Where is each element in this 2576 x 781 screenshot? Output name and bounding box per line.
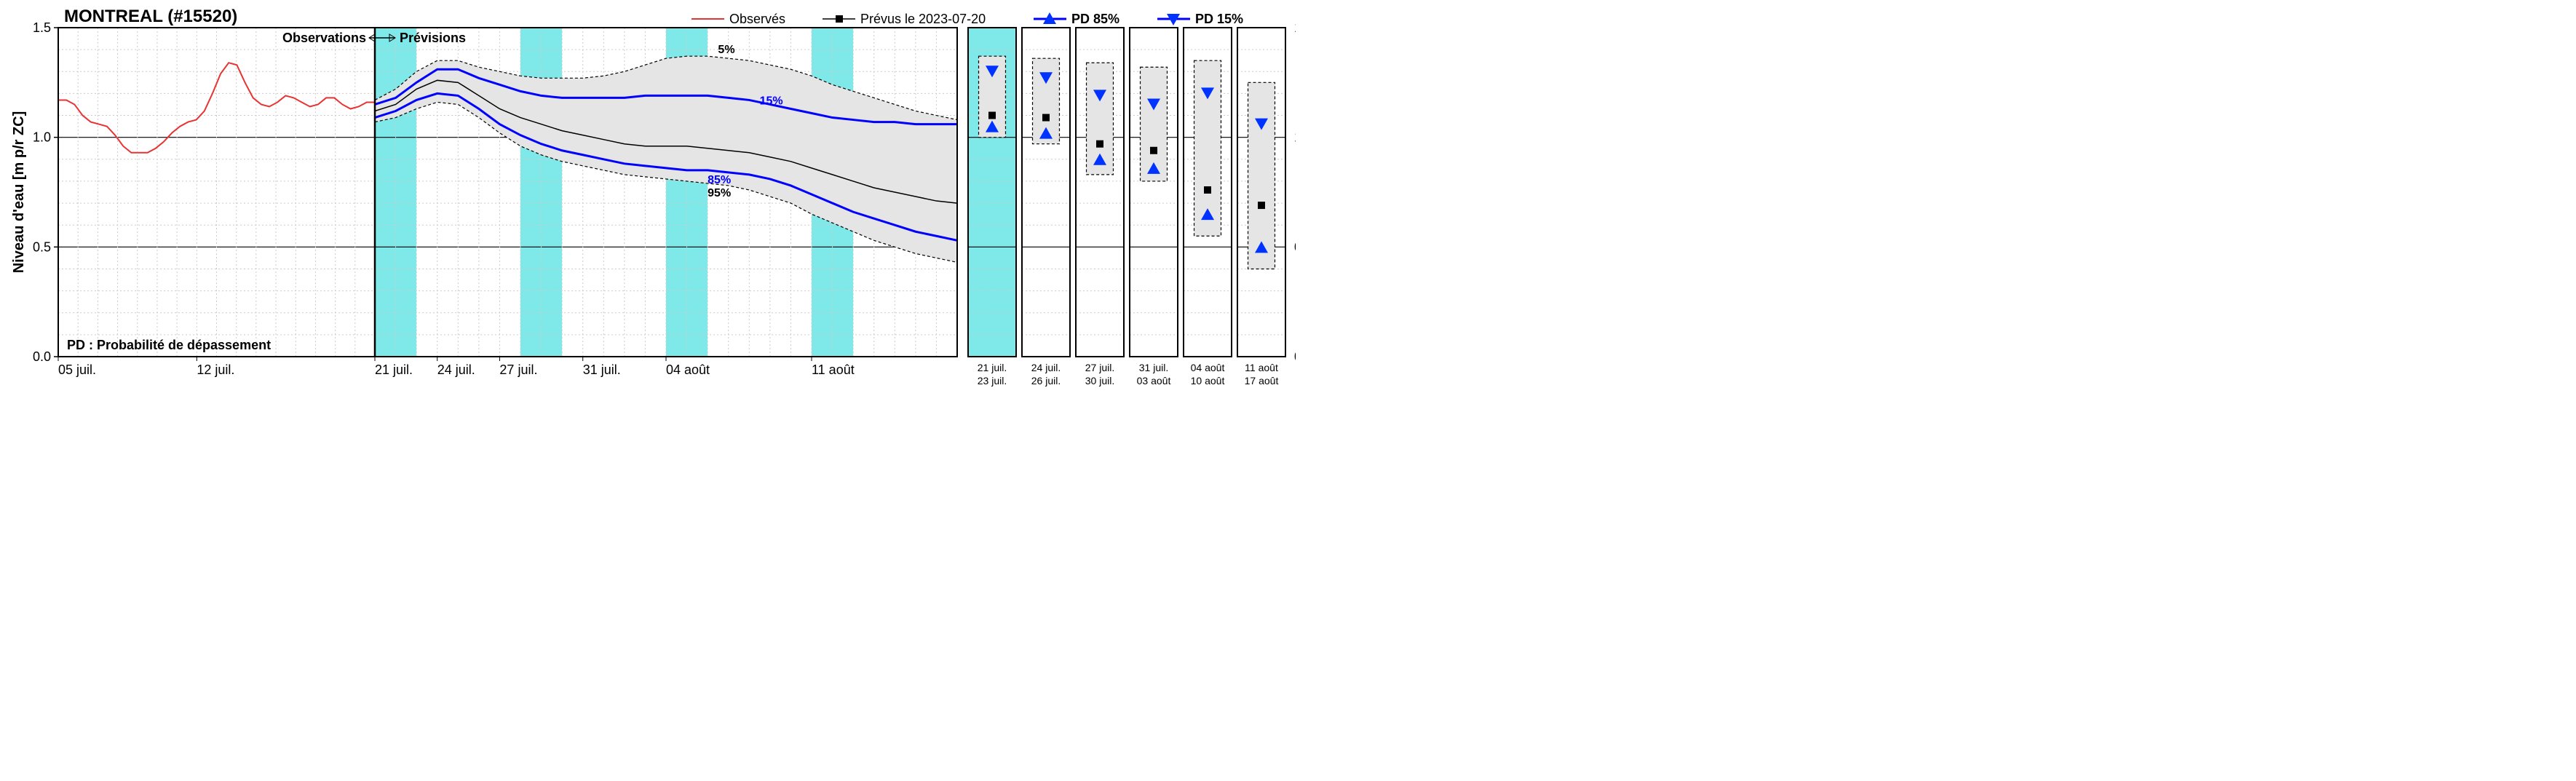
- side-label-top: 11 août: [1245, 362, 1278, 373]
- side-band: [1248, 82, 1275, 269]
- side-label-top: 21 juil.: [978, 362, 1007, 373]
- p5-label: 5%: [718, 44, 734, 56]
- ytick-right-label: 1.5: [1294, 20, 1296, 35]
- legend-forecast-marker: [836, 15, 843, 23]
- xtick-label: 24 juil.: [437, 362, 475, 377]
- side-label-bot: 23 juil.: [978, 375, 1007, 386]
- ytick-label: 1.0: [33, 130, 51, 145]
- side-label-bot: 17 août: [1245, 375, 1279, 386]
- side-p50-marker: [1096, 140, 1103, 148]
- legend-pd15-label: PD 15%: [1195, 12, 1243, 26]
- side-label-bot: 10 août: [1191, 375, 1225, 386]
- side-label-bot: 26 juil.: [1031, 375, 1061, 386]
- ytick-right-label: 1.0: [1294, 130, 1296, 145]
- legend-forecast-label: Prévus le 2023-07-20: [860, 12, 986, 26]
- xtick-label: 04 août: [666, 362, 710, 377]
- side-label-top: 04 août: [1191, 362, 1225, 373]
- legend-pd85-label: PD 85%: [1071, 12, 1119, 26]
- p85-label: 85%: [708, 174, 731, 186]
- xtick-label: 05 juil.: [58, 362, 96, 377]
- xtick-label: 11 août: [812, 362, 855, 377]
- xtick-label: 27 juil.: [499, 362, 537, 377]
- legend-observed-label: Observés: [729, 12, 785, 26]
- previsions-label: Prévisions: [400, 31, 466, 45]
- ytick-label: 0.0: [33, 349, 51, 364]
- side-label-bot: 03 août: [1137, 375, 1171, 386]
- ytick-label: 1.5: [33, 20, 51, 35]
- ytick-label: 0.5: [33, 239, 51, 254]
- observations-label: Observations: [282, 31, 366, 45]
- y-axis-label: Niveau d'eau [m p/r ZC]: [11, 111, 27, 274]
- chart-title: MONTREAL (#15520): [64, 7, 237, 26]
- side-p50-marker: [1150, 147, 1157, 154]
- xtick-label: 31 juil.: [583, 362, 621, 377]
- p95-label: 95%: [708, 187, 731, 199]
- side-p50-marker: [1258, 202, 1265, 209]
- side-label-bot: 30 juil.: [1085, 375, 1114, 386]
- side-label-top: 27 juil.: [1085, 362, 1114, 373]
- ytick-right-label: 0.0: [1294, 349, 1296, 364]
- side-label-top: 24 juil.: [1031, 362, 1061, 373]
- footnote: PD : Probabilité de dépassement: [67, 338, 271, 352]
- xtick-label: 12 juil.: [197, 362, 234, 377]
- forecast-chart: MONTREAL (#15520) Observés Prévus le 2023-…: [7, 7, 1296, 398]
- ytick-right-label: 0.5: [1294, 239, 1296, 254]
- p15-label: 15%: [760, 95, 783, 107]
- side-p50-marker: [988, 112, 996, 119]
- side-p50-marker: [1042, 114, 1050, 122]
- side-label-top: 31 juil.: [1139, 362, 1168, 373]
- side-p50-marker: [1204, 186, 1211, 194]
- xtick-label: 21 juil.: [375, 362, 413, 377]
